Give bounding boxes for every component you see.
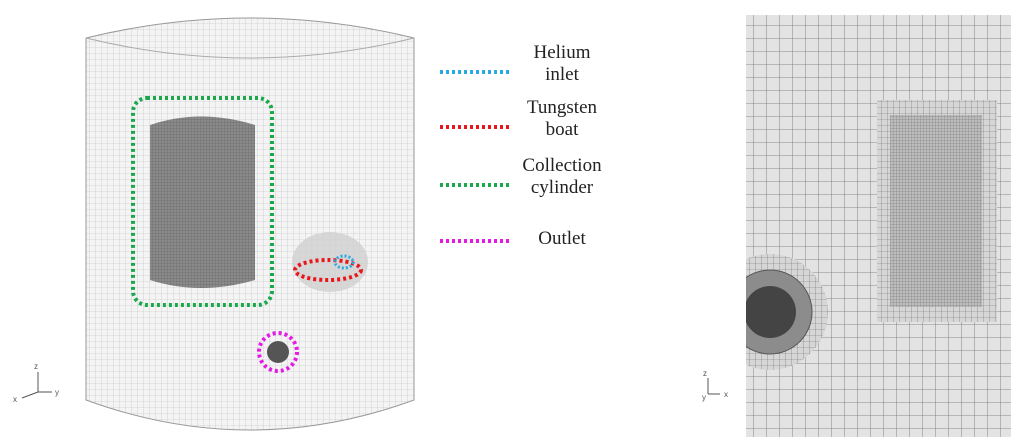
axis-label: x xyxy=(724,390,728,399)
axis-triad xyxy=(708,378,720,394)
figure: z x y Heliuminlet Tungstenboat Collectionc… xyxy=(0,0,1011,437)
axis-label: z xyxy=(34,362,38,371)
left-mesh xyxy=(22,18,414,430)
legend-label: Helium xyxy=(534,42,591,63)
legend-label: Collection xyxy=(522,155,602,176)
legend-label: cylinder xyxy=(531,177,594,198)
legend-label: Tungsten xyxy=(527,97,598,118)
legend-label: Outlet xyxy=(538,228,586,249)
legend-label: boat xyxy=(546,119,579,140)
legend-label: inlet xyxy=(545,64,579,85)
axis-label: x xyxy=(13,395,17,404)
axis-label: z xyxy=(703,369,707,378)
axis-label: y xyxy=(55,388,59,397)
right-mesh xyxy=(712,15,1011,437)
axis-label: y xyxy=(702,393,706,402)
